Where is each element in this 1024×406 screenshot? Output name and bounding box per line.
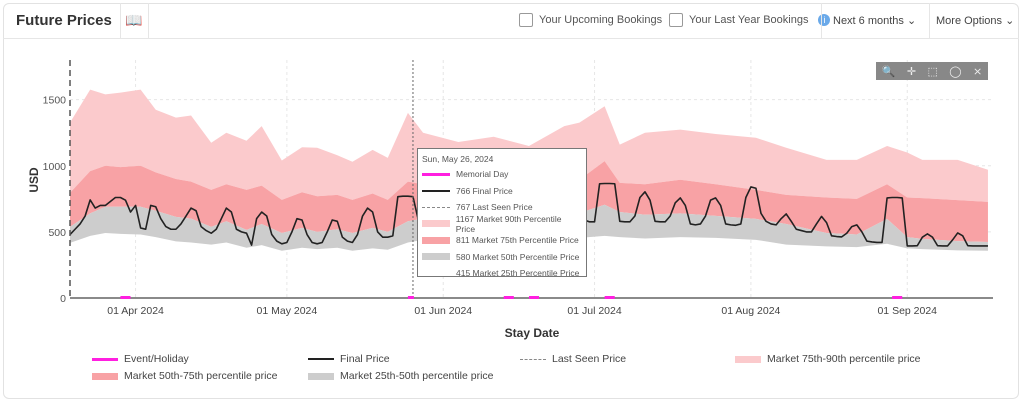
book-icon[interactable]: 📖 bbox=[125, 12, 143, 28]
tooltip-row-label: 580 Market 50th Percentile Price bbox=[456, 251, 580, 262]
event-marker[interactable] bbox=[120, 296, 131, 299]
x-axis-title: Stay Date bbox=[505, 326, 560, 340]
upcoming-bookings-checkbox[interactable]: Your Upcoming Bookings bbox=[519, 13, 662, 27]
pan-icon[interactable]: ✛ bbox=[906, 65, 917, 78]
legend-label: Final Price bbox=[340, 353, 390, 365]
y-axis-title: USD bbox=[27, 167, 41, 193]
tooltip-row: 811 Market 75th Percentile Price bbox=[422, 232, 582, 249]
chevron-down-icon: ⌄ bbox=[906, 15, 917, 27]
tooltip-row: 580 Market 50th Percentile Price bbox=[422, 249, 582, 266]
legend-label: Market 75th-90th percentile price bbox=[767, 353, 921, 365]
legend-item[interactable]: Market 50th-75th percentile price bbox=[92, 370, 278, 382]
future-prices-card bbox=[3, 3, 1019, 399]
event-marker[interactable] bbox=[503, 296, 514, 299]
legend-label: Last Seen Price bbox=[552, 353, 627, 365]
card-title: Future Prices bbox=[16, 12, 112, 29]
divider bbox=[148, 3, 149, 38]
x-tick-label: 01 Jul 2024 bbox=[567, 305, 621, 317]
tooltip-row: 767 Last Seen Price bbox=[422, 199, 582, 216]
event-marker[interactable] bbox=[528, 296, 540, 299]
tooltip-row-label: 767 Last Seen Price bbox=[456, 202, 533, 213]
tooltip-row: 1167 Market 90th Percentile Price bbox=[422, 213, 582, 234]
event-marker[interactable] bbox=[892, 296, 903, 299]
event-marker[interactable] bbox=[407, 296, 414, 299]
period-value: Next 6 months bbox=[833, 15, 904, 27]
tooltip-row-label: 415 Market 25th Percentile Price bbox=[456, 268, 580, 279]
y-tick-label: 500 bbox=[48, 227, 66, 239]
x-tick-label: 01 Sep 2024 bbox=[877, 305, 937, 317]
legend-item[interactable]: Last Seen Price bbox=[520, 353, 626, 365]
legend-item[interactable]: Event/Holiday bbox=[92, 353, 189, 365]
more-options-dropdown[interactable]: More Options ⌄ bbox=[936, 14, 1014, 27]
tooltip-row-label: 1167 Market 90th Percentile Price bbox=[455, 213, 562, 234]
box-select-icon[interactable]: ⬚ bbox=[927, 65, 938, 78]
checkbox-label: Your Last Year Bookings bbox=[689, 14, 809, 26]
zoom-icon[interactable]: 🔍 bbox=[881, 65, 896, 78]
divider bbox=[821, 3, 822, 38]
tooltip-row: 415 Market 25th Percentile Price bbox=[422, 265, 582, 282]
checkbox-icon[interactable] bbox=[519, 13, 533, 27]
legend-label: Market 50th-75th percentile price bbox=[124, 370, 278, 382]
x-tick-label: 01 Apr 2024 bbox=[107, 305, 164, 317]
reset-axes-icon[interactable]: ⨯ bbox=[973, 65, 983, 78]
divider bbox=[120, 3, 121, 38]
tooltip-date: Sun, May 26, 2024 bbox=[422, 154, 494, 164]
more-options-label: More Options bbox=[936, 15, 1003, 27]
last-year-bookings-checkbox[interactable]: Your Last Year Bookings i bbox=[669, 13, 831, 27]
tooltip-row: Memorial Day bbox=[422, 166, 582, 183]
x-tick-label: 01 Aug 2024 bbox=[721, 305, 780, 317]
tooltip-row-label: 811 Market 75th Percentile Price bbox=[456, 235, 579, 246]
card-header: Future Prices 📖 Your Upcoming Bookings Y… bbox=[3, 3, 1019, 39]
hover-tooltip: Sun, May 26, 2024 Memorial Day 766 Final … bbox=[417, 148, 587, 278]
checkbox-label: Your Upcoming Bookings bbox=[539, 14, 663, 26]
legend-label: Market 25th-50th percentile price bbox=[340, 370, 494, 382]
legend-item[interactable]: Market 25th-50th percentile price bbox=[308, 370, 494, 382]
tooltip-row-label: Memorial Day bbox=[456, 169, 509, 180]
y-tick-label: 0 bbox=[60, 293, 66, 305]
x-tick-label: 01 May 2024 bbox=[257, 305, 318, 317]
checkbox-icon[interactable] bbox=[669, 13, 683, 27]
period-dropdown[interactable]: Next 6 months ⌄ bbox=[833, 14, 916, 27]
lasso-icon[interactable]: ◯ bbox=[949, 65, 962, 78]
legend-label: Event/Holiday bbox=[124, 353, 189, 365]
band-75-90 bbox=[70, 89, 988, 202]
legend-item[interactable]: Final Price bbox=[308, 353, 390, 365]
divider bbox=[929, 3, 930, 38]
chevron-down-icon: ⌄ bbox=[1005, 15, 1015, 27]
chart-toolbox: 🔍 ✛ ⬚ ◯ ⨯ bbox=[876, 62, 988, 80]
tooltip-row: 766 Final Price bbox=[422, 183, 582, 200]
y-tick-label: 1000 bbox=[43, 161, 67, 173]
x-tick-label: 01 Jun 2024 bbox=[414, 305, 472, 317]
legend-item[interactable]: Market 75th-90th percentile price bbox=[735, 353, 921, 365]
event-marker[interactable] bbox=[604, 296, 615, 299]
y-tick-label: 1500 bbox=[43, 95, 67, 107]
tooltip-row-label: 766 Final Price bbox=[456, 185, 513, 196]
